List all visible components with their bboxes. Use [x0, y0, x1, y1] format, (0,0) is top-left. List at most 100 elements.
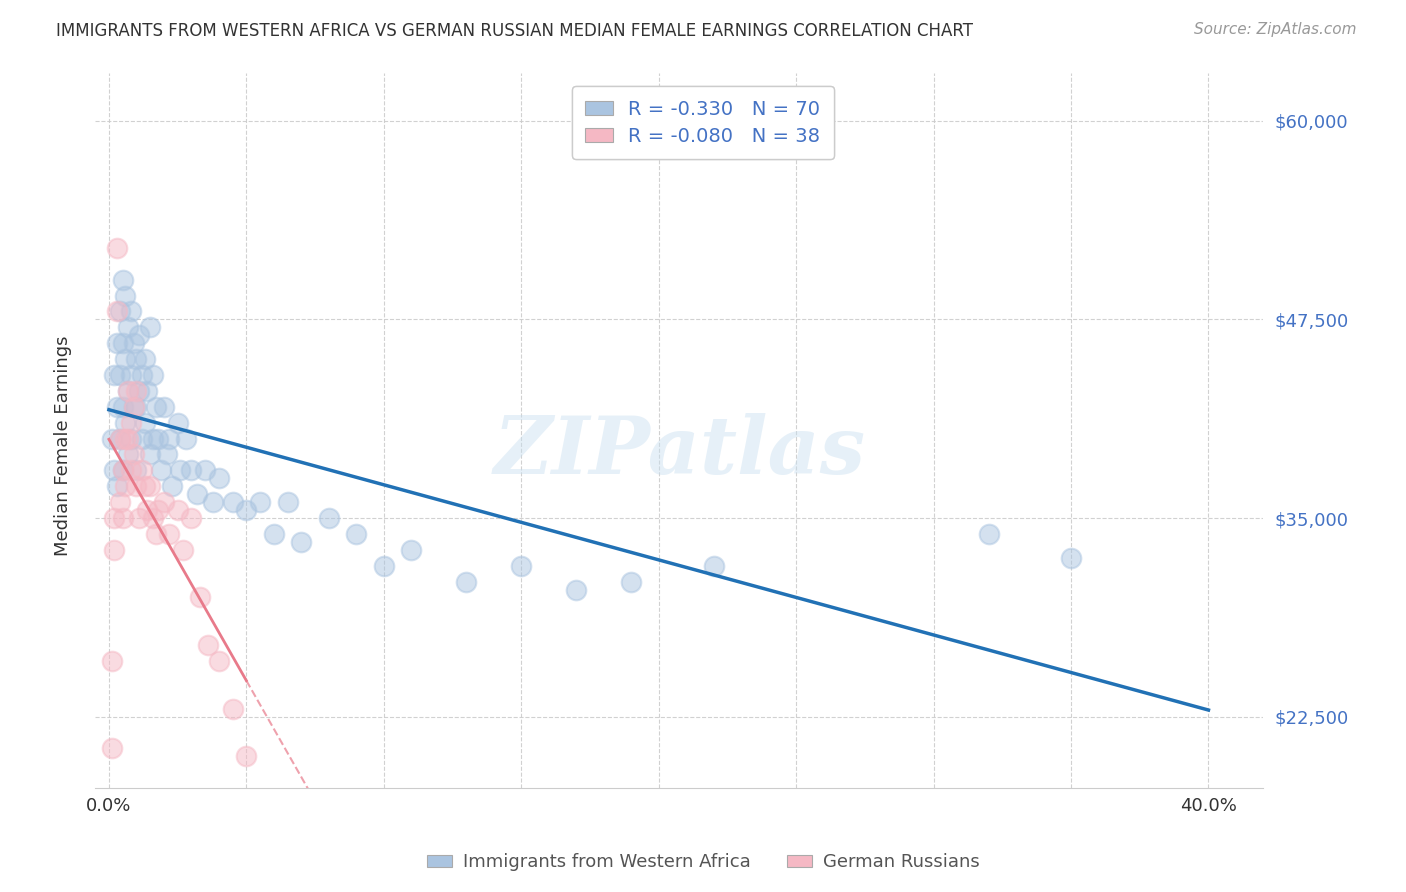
- Point: [105, 241, 128, 255]
- Point: [120, 304, 142, 318]
- Point: [510, 558, 533, 573]
- Point: [131, 368, 153, 382]
- Point: [186, 487, 208, 501]
- Point: [111, 463, 134, 477]
- Point: [169, 463, 191, 477]
- Point: [128, 328, 150, 343]
- Point: [456, 574, 478, 589]
- Point: [111, 336, 134, 351]
- Text: ZIPatlas: ZIPatlas: [494, 413, 865, 491]
- Point: [114, 479, 136, 493]
- Point: [565, 582, 588, 597]
- Point: [103, 368, 125, 382]
- Point: [139, 320, 162, 334]
- Point: [128, 384, 150, 398]
- Point: [148, 503, 170, 517]
- Legend: Immigrants from Western Africa, German Russians: Immigrants from Western Africa, German R…: [419, 847, 987, 879]
- Point: [125, 463, 148, 477]
- Point: [235, 749, 257, 764]
- Point: [148, 432, 170, 446]
- Point: [142, 511, 165, 525]
- Point: [105, 304, 128, 318]
- Point: [125, 352, 148, 367]
- Point: [128, 511, 150, 525]
- Point: [103, 542, 125, 557]
- Point: [235, 503, 257, 517]
- Point: [136, 503, 159, 517]
- Point: [122, 336, 145, 351]
- Point: [134, 416, 156, 430]
- Point: [318, 511, 340, 525]
- Point: [277, 495, 299, 509]
- Point: [156, 447, 179, 461]
- Point: [142, 368, 165, 382]
- Point: [125, 400, 148, 414]
- Point: [145, 527, 167, 541]
- Point: [208, 654, 231, 668]
- Point: [131, 463, 153, 477]
- Point: [221, 702, 243, 716]
- Point: [125, 479, 148, 493]
- Point: [105, 479, 128, 493]
- Point: [145, 400, 167, 414]
- Text: IMMIGRANTS FROM WESTERN AFRICA VS GERMAN RUSSIAN MEDIAN FEMALE EARNINGS CORRELAT: IMMIGRANTS FROM WESTERN AFRICA VS GERMAN…: [56, 22, 973, 40]
- Point: [703, 558, 725, 573]
- Point: [120, 463, 142, 477]
- Point: [120, 368, 142, 382]
- Point: [117, 432, 139, 446]
- Point: [150, 463, 173, 477]
- Point: [120, 432, 142, 446]
- Legend: R = -0.330   N = 70, R = -0.080   N = 38: R = -0.330 N = 70, R = -0.080 N = 38: [572, 87, 834, 160]
- Point: [166, 503, 188, 517]
- Point: [620, 574, 643, 589]
- Point: [111, 272, 134, 286]
- Point: [157, 527, 180, 541]
- Point: [105, 400, 128, 414]
- Point: [172, 542, 194, 557]
- Point: [111, 511, 134, 525]
- Point: [108, 495, 131, 509]
- Point: [139, 447, 162, 461]
- Point: [117, 447, 139, 461]
- Point: [174, 432, 197, 446]
- Point: [122, 400, 145, 414]
- Point: [142, 432, 165, 446]
- Point: [114, 288, 136, 302]
- Point: [202, 495, 225, 509]
- Point: [117, 384, 139, 398]
- Point: [188, 591, 211, 605]
- Point: [100, 654, 122, 668]
- Point: [111, 463, 134, 477]
- Point: [977, 527, 1000, 541]
- Point: [117, 320, 139, 334]
- Point: [105, 336, 128, 351]
- Point: [157, 432, 180, 446]
- Point: [134, 352, 156, 367]
- Point: [153, 400, 176, 414]
- Point: [117, 384, 139, 398]
- Point: [108, 304, 131, 318]
- Point: [139, 479, 162, 493]
- Point: [131, 432, 153, 446]
- Point: [166, 416, 188, 430]
- Point: [108, 368, 131, 382]
- Point: [180, 463, 202, 477]
- Point: [114, 432, 136, 446]
- Point: [290, 534, 312, 549]
- Point: [103, 463, 125, 477]
- Point: [100, 741, 122, 756]
- Point: [120, 416, 142, 430]
- Text: Median Female Earnings: Median Female Earnings: [55, 335, 72, 557]
- Point: [108, 432, 131, 446]
- Point: [103, 511, 125, 525]
- Point: [111, 400, 134, 414]
- Point: [122, 400, 145, 414]
- Point: [373, 558, 395, 573]
- Point: [114, 352, 136, 367]
- Text: Source: ZipAtlas.com: Source: ZipAtlas.com: [1194, 22, 1357, 37]
- Point: [122, 447, 145, 461]
- Point: [136, 384, 159, 398]
- Point: [344, 527, 367, 541]
- Point: [114, 416, 136, 430]
- Point: [221, 495, 243, 509]
